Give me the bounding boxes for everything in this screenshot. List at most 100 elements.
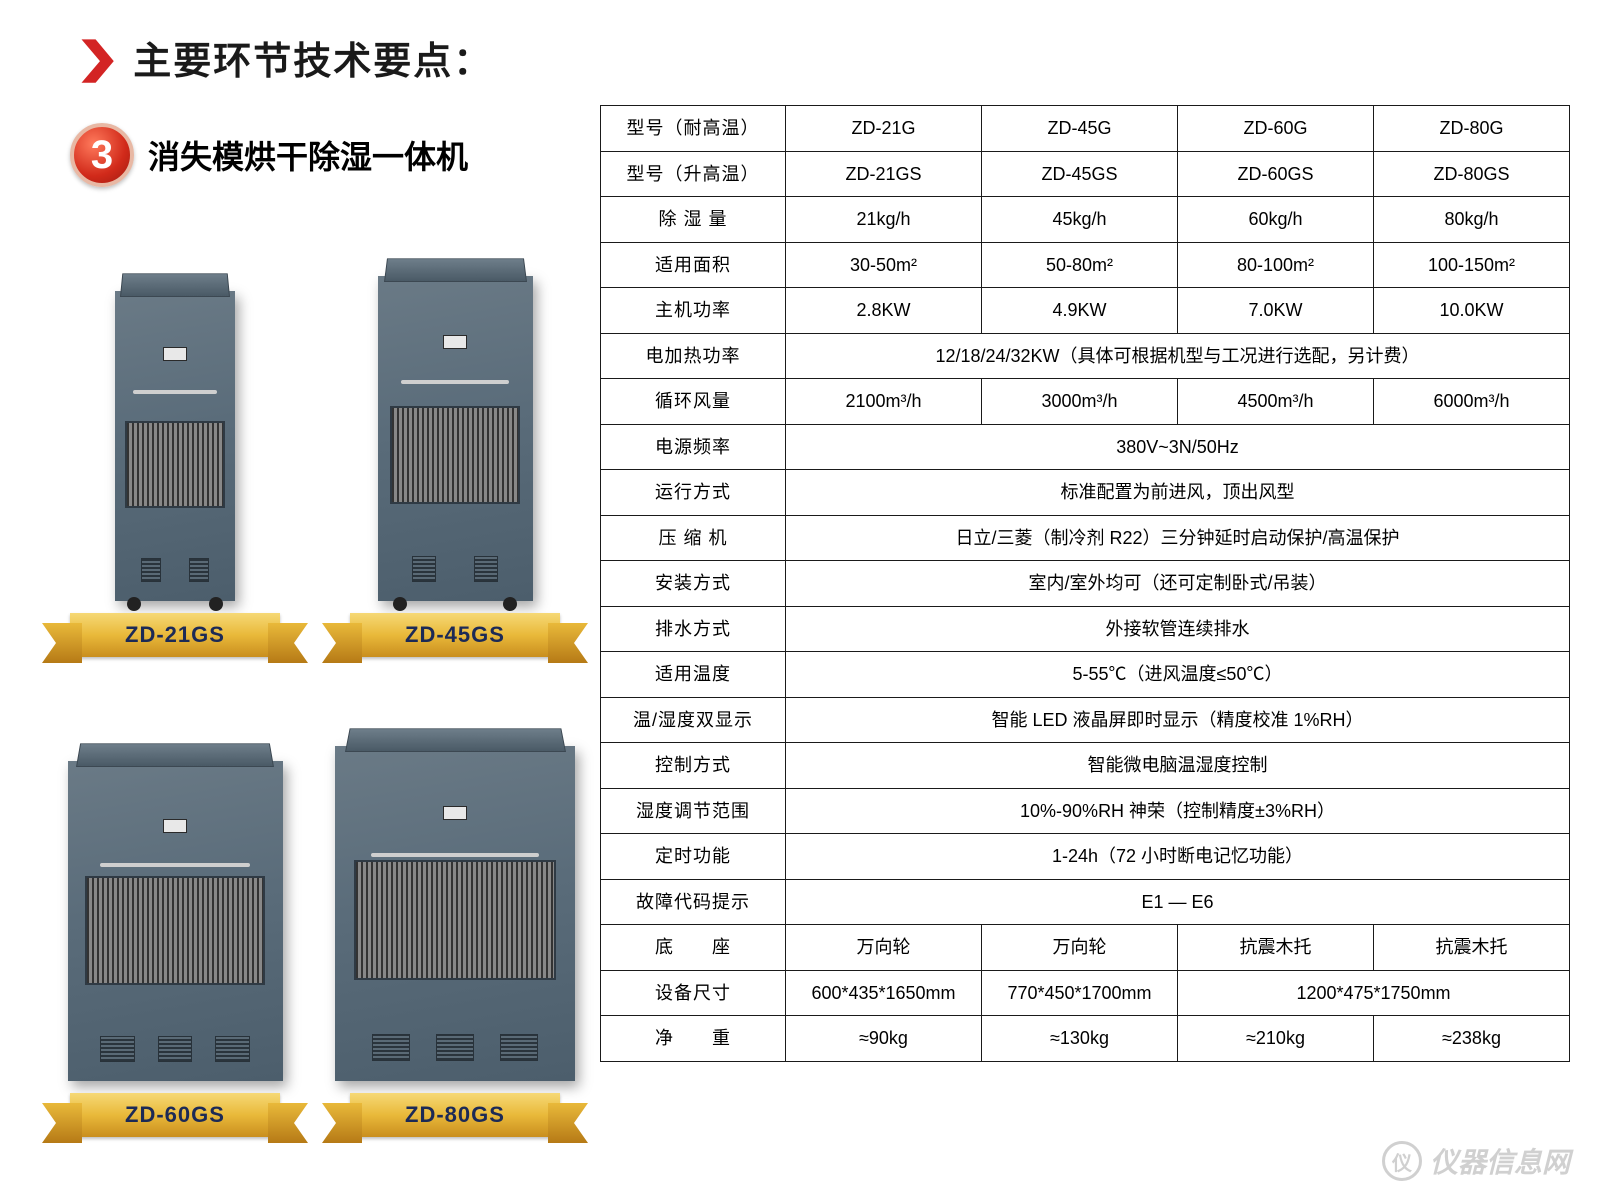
row-label: 湿度调节范围 xyxy=(601,788,786,834)
row-value: 30-50m² xyxy=(786,242,982,288)
row-value: 室内/室外均可（还可定制卧式/吊装） xyxy=(786,561,1570,607)
row-value: 10.0KW xyxy=(1374,288,1570,334)
table-row: 安装方式室内/室外均可（还可定制卧式/吊装） xyxy=(601,561,1570,607)
table-row: 压 缩 机日立/三菱（制冷剂 R22）三分钟延时启动保护/高温保护 xyxy=(601,515,1570,561)
row-value: 2100m³/h xyxy=(786,379,982,425)
table-row: 故障代码提示E1 — E6 xyxy=(601,879,1570,925)
row-label: 适用温度 xyxy=(601,652,786,698)
product-image xyxy=(68,761,283,1081)
row-value: ZD-21G xyxy=(786,106,982,152)
product-label-ribbon: ZD-45GS xyxy=(350,613,560,657)
table-row: 湿度调节范围10%-90%RH 神荣（控制精度±3%RH） xyxy=(601,788,1570,834)
row-label: 排水方式 xyxy=(601,606,786,652)
row-value: 5-55℃（进风温度≤50℃） xyxy=(786,652,1570,698)
table-row: 温/湿度双显示智能 LED 液晶屏即时显示（精度校准 1%RH） xyxy=(601,697,1570,743)
row-value: E1 — E6 xyxy=(786,879,1570,925)
watermark-icon: 仪 xyxy=(1382,1141,1422,1181)
chevron-icon: ❯ xyxy=(75,33,121,82)
row-label: 主机功率 xyxy=(601,288,786,334)
row-label: 故障代码提示 xyxy=(601,879,786,925)
row-value: 60kg/h xyxy=(1178,197,1374,243)
row-value: 100-150m² xyxy=(1374,242,1570,288)
row-value: 1-24h（72 小时断电记忆功能） xyxy=(786,834,1570,880)
row-label: 循环风量 xyxy=(601,379,786,425)
row-label: 设备尺寸 xyxy=(601,970,786,1016)
watermark-text: 仪器信息网 xyxy=(1430,1141,1570,1181)
row-value: ZD-45G xyxy=(982,106,1178,152)
page-header: ❯ 主要环节技术要点： xyxy=(0,0,1600,105)
row-value: 50-80m² xyxy=(982,242,1178,288)
table-row: 型号（耐高温）ZD-21GZD-45GZD-60GZD-80G xyxy=(601,106,1570,152)
product-card: ZD-80GS xyxy=(320,679,590,1149)
table-row: 电源频率380V~3N/50Hz xyxy=(601,424,1570,470)
row-label: 定时功能 xyxy=(601,834,786,880)
table-row: 定时功能1-24h（72 小时断电记忆功能） xyxy=(601,834,1570,880)
row-value: 抗震木托 xyxy=(1374,925,1570,971)
section-number-badge: 3 xyxy=(70,123,134,187)
row-value: ZD-21GS xyxy=(786,151,982,197)
product-card: ZD-45GS xyxy=(320,199,590,669)
row-value: ≈238kg xyxy=(1374,1016,1570,1062)
product-card: ZD-21GS xyxy=(40,199,310,669)
spec-table: 型号（耐高温）ZD-21GZD-45GZD-60GZD-80G型号（升高温）ZD… xyxy=(600,105,1570,1062)
spec-table-container: 型号（耐高温）ZD-21GZD-45GZD-60GZD-80G型号（升高温）ZD… xyxy=(600,105,1570,1149)
table-row: 控制方式智能微电脑温湿度控制 xyxy=(601,743,1570,789)
row-value: 抗震木托 xyxy=(1178,925,1374,971)
row-value: 80kg/h xyxy=(1374,197,1570,243)
row-value: ≈90kg xyxy=(786,1016,982,1062)
content-area: 3 消失模烘干除湿一体机 ZD-21GS ZD-45GS xyxy=(0,105,1600,1149)
row-value: 770*450*1700mm xyxy=(982,970,1178,1016)
page-title: 主要环节技术要点： xyxy=(133,30,493,85)
row-value: 日立/三菱（制冷剂 R22）三分钟延时启动保护/高温保护 xyxy=(786,515,1570,561)
product-image xyxy=(335,746,575,1081)
table-row: 电加热功率12/18/24/32KW（具体可根据机型与工况进行选配，另计费） xyxy=(601,333,1570,379)
row-value: 6000m³/h xyxy=(1374,379,1570,425)
product-image xyxy=(115,291,235,601)
row-value: 3000m³/h xyxy=(982,379,1178,425)
table-row: 净 重≈90kg≈130kg≈210kg≈238kg xyxy=(601,1016,1570,1062)
row-label: 除 湿 量 xyxy=(601,197,786,243)
table-row: 主机功率2.8KW4.9KW7.0KW10.0KW xyxy=(601,288,1570,334)
row-value: ≈210kg xyxy=(1178,1016,1374,1062)
product-label-ribbon: ZD-21GS xyxy=(70,613,280,657)
section-subtitle: 消失模烘干除湿一体机 xyxy=(148,132,468,178)
row-label: 温/湿度双显示 xyxy=(601,697,786,743)
watermark: 仪 仪器信息网 xyxy=(1382,1141,1570,1181)
section-header: 3 消失模烘干除湿一体机 xyxy=(70,123,590,187)
row-value: 标准配置为前进风，顶出风型 xyxy=(786,470,1570,516)
row-label: 净 重 xyxy=(601,1016,786,1062)
row-label: 适用面积 xyxy=(601,242,786,288)
row-value: 智能 LED 液晶屏即时显示（精度校准 1%RH） xyxy=(786,697,1570,743)
table-row: 型号（升高温）ZD-21GSZD-45GSZD-60GSZD-80GS xyxy=(601,151,1570,197)
row-value: ZD-60GS xyxy=(1178,151,1374,197)
table-row: 排水方式外接软管连续排水 xyxy=(601,606,1570,652)
row-label: 安装方式 xyxy=(601,561,786,607)
row-value: 4.9KW xyxy=(982,288,1178,334)
table-row: 底 座万向轮万向轮抗震木托抗震木托 xyxy=(601,925,1570,971)
table-row: 除 湿 量21kg/h45kg/h60kg/h80kg/h xyxy=(601,197,1570,243)
row-value: 智能微电脑温湿度控制 xyxy=(786,743,1570,789)
row-value: ZD-80G xyxy=(1374,106,1570,152)
row-value: 1200*475*1750mm xyxy=(1178,970,1570,1016)
row-label: 电源频率 xyxy=(601,424,786,470)
row-label: 控制方式 xyxy=(601,743,786,789)
row-value: 4500m³/h xyxy=(1178,379,1374,425)
row-label: 底 座 xyxy=(601,925,786,971)
row-label: 压 缩 机 xyxy=(601,515,786,561)
table-row: 设备尺寸600*435*1650mm770*450*1700mm1200*475… xyxy=(601,970,1570,1016)
table-row: 适用面积30-50m²50-80m²80-100m²100-150m² xyxy=(601,242,1570,288)
row-value: 万向轮 xyxy=(982,925,1178,971)
product-gallery: 3 消失模烘干除湿一体机 ZD-21GS ZD-45GS xyxy=(40,105,590,1149)
row-value: ZD-80GS xyxy=(1374,151,1570,197)
row-label: 型号（升高温） xyxy=(601,151,786,197)
row-label: 电加热功率 xyxy=(601,333,786,379)
row-value: 万向轮 xyxy=(786,925,982,971)
table-row: 适用温度5-55℃（进风温度≤50℃） xyxy=(601,652,1570,698)
row-value: 600*435*1650mm xyxy=(786,970,982,1016)
row-value: 45kg/h xyxy=(982,197,1178,243)
row-value: 80-100m² xyxy=(1178,242,1374,288)
table-row: 循环风量2100m³/h3000m³/h4500m³/h6000m³/h xyxy=(601,379,1570,425)
row-label: 型号（耐高温） xyxy=(601,106,786,152)
row-value: ZD-45GS xyxy=(982,151,1178,197)
row-value: ZD-60G xyxy=(1178,106,1374,152)
